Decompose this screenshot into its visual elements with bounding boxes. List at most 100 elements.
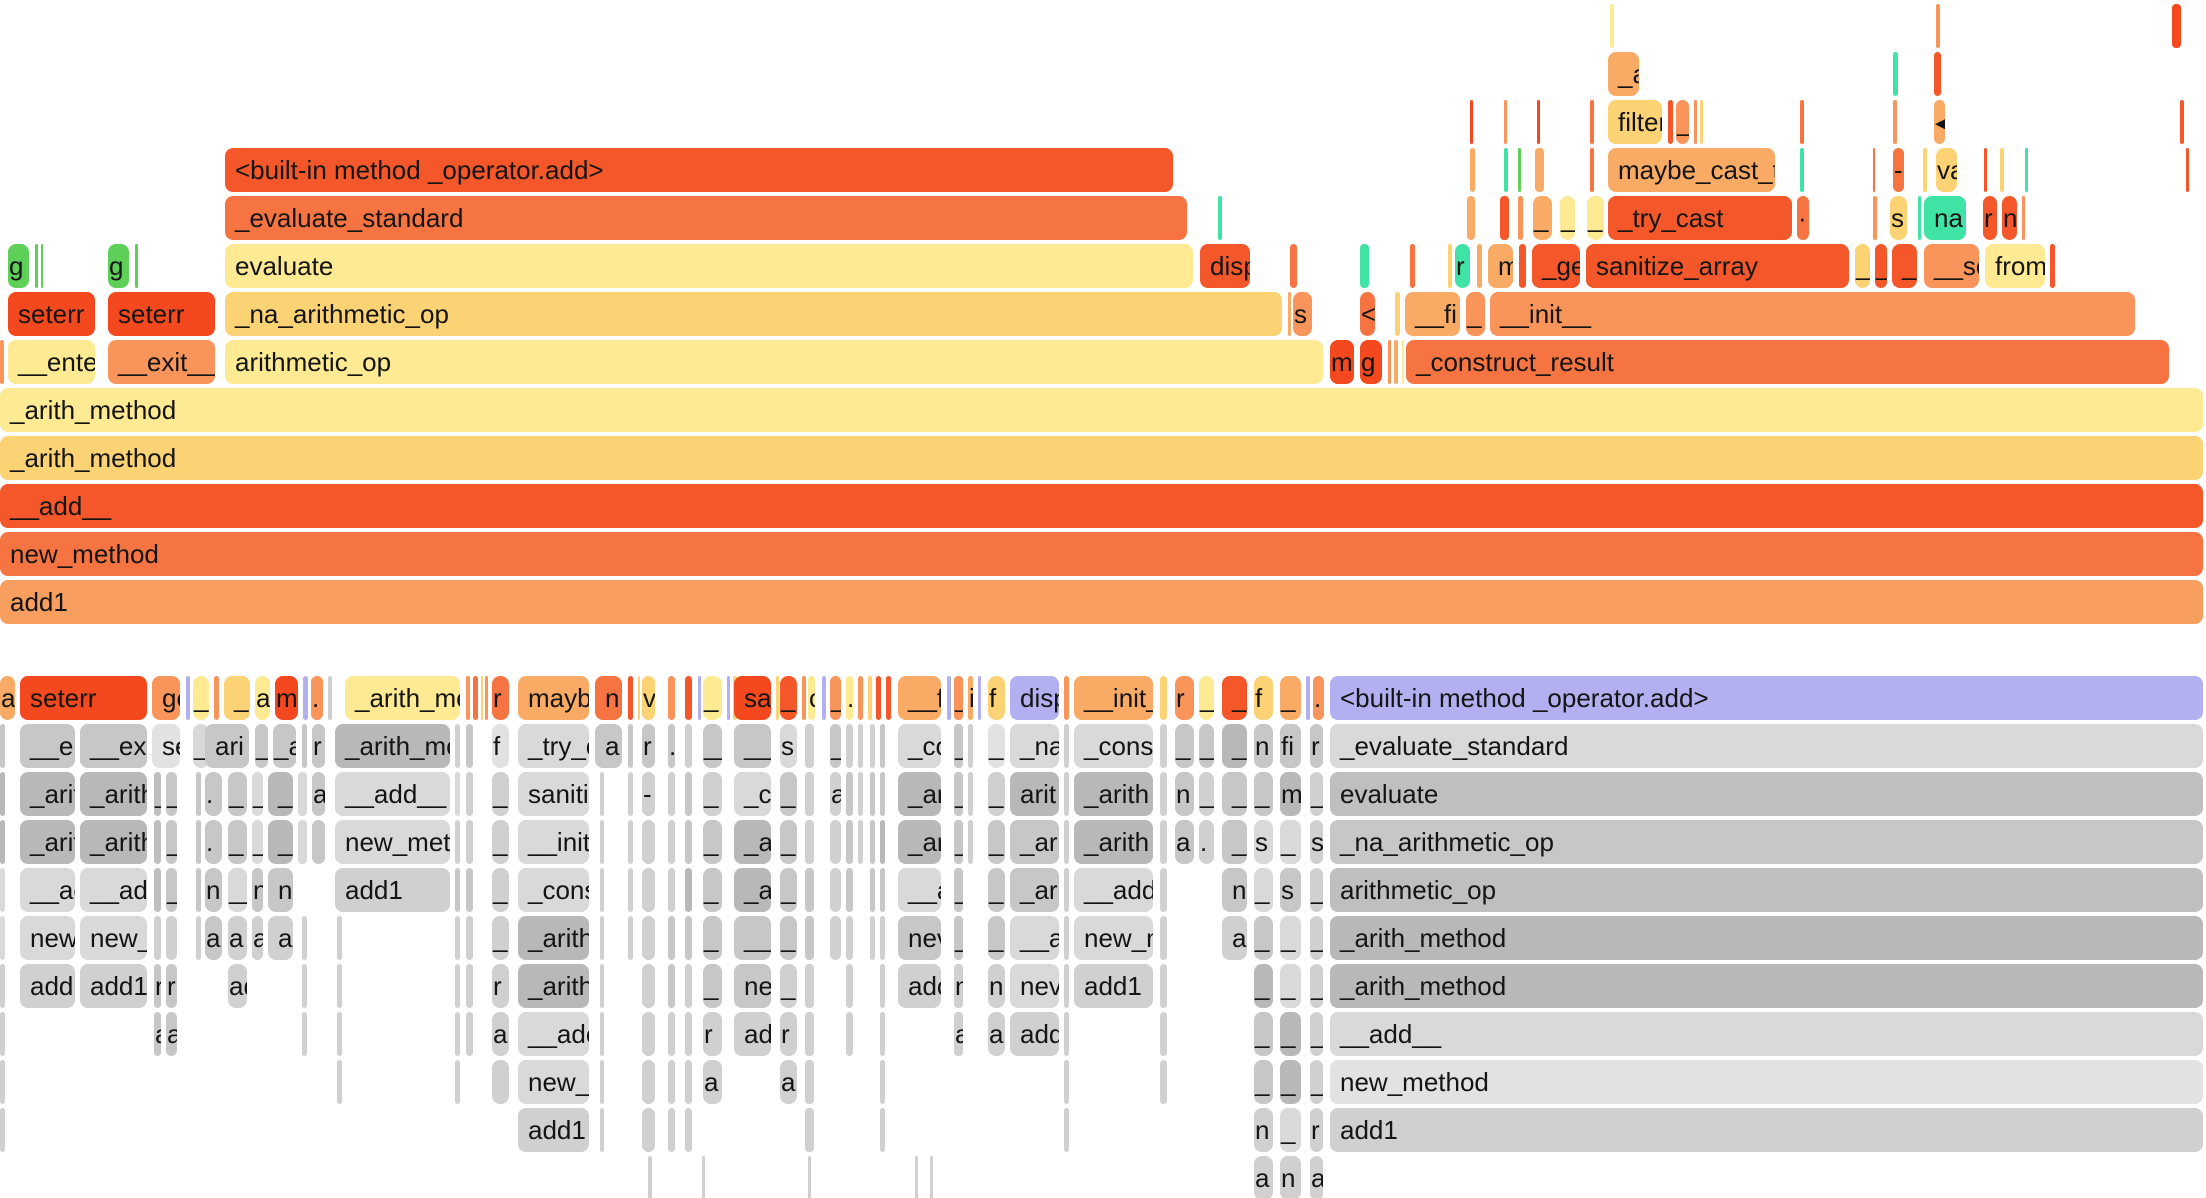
frame-block[interactable]: __init_ [1074, 676, 1153, 720]
frame-block[interactable] [642, 1012, 655, 1056]
frame-block[interactable]: __init__ [1490, 292, 2135, 336]
frame-block[interactable]: _a [273, 724, 296, 768]
frame-block[interactable] [1064, 1108, 1069, 1152]
frame-block[interactable]: _evaluate_standard [1330, 724, 2203, 768]
frame-block[interactable]: . [205, 820, 222, 864]
frame-block[interactable] [805, 1060, 814, 1104]
frame-block[interactable]: se [152, 724, 180, 768]
frame-block[interactable]: _ar [898, 772, 941, 816]
frame-block[interactable] [600, 868, 604, 912]
frame-block[interactable]: a [1310, 1156, 1323, 1198]
frame-block[interactable]: _ar [898, 820, 941, 864]
frame-block[interactable]: _ [166, 868, 177, 912]
frame-block[interactable] [685, 1108, 692, 1152]
frame-block[interactable]: r [1175, 676, 1194, 720]
frame-block[interactable] [1160, 676, 1167, 720]
frame-block[interactable]: _a [1608, 52, 1639, 96]
frame-block[interactable] [600, 916, 604, 960]
frame-block[interactable] [642, 1060, 655, 1104]
frame-block[interactable] [930, 1156, 933, 1198]
frame-block[interactable]: _ [1875, 244, 1887, 288]
frame-block[interactable] [1394, 340, 1398, 384]
frame-block[interactable] [302, 1012, 307, 1056]
frame-block[interactable]: n [1254, 724, 1273, 768]
frame-block[interactable]: _ [154, 772, 161, 816]
frame-block[interactable] [1064, 772, 1069, 816]
frame-block[interactable] [0, 964, 5, 1008]
frame-block[interactable]: __init. [518, 820, 589, 864]
frame-block[interactable]: _ [780, 964, 797, 1008]
frame-block[interactable]: r [1310, 724, 1323, 768]
frame-block[interactable]: new_m [1074, 916, 1153, 960]
frame-block[interactable]: _ [703, 820, 722, 864]
frame-block[interactable] [492, 1060, 509, 1104]
frame-block[interactable] [1290, 244, 1297, 288]
frame-block[interactable] [466, 868, 473, 912]
frame-block[interactable]: . [1199, 820, 1214, 864]
frame-block[interactable]: _ [492, 868, 509, 912]
frame-block[interactable] [1893, 100, 1897, 144]
frame-block[interactable] [600, 772, 604, 816]
frame-block[interactable]: _ [1310, 868, 1323, 912]
frame-block[interactable]: r [312, 724, 325, 768]
frame-block[interactable] [1934, 52, 1941, 96]
frame-block[interactable] [1477, 244, 1482, 288]
frame-block[interactable]: __exit__ [108, 340, 215, 384]
frame-block[interactable] [1668, 100, 1673, 144]
frame-block[interactable] [868, 676, 872, 720]
frame-block[interactable]: a [252, 916, 263, 960]
frame-block[interactable]: . [668, 724, 675, 768]
frame-block[interactable] [846, 772, 853, 816]
frame-block[interactable]: _a [734, 820, 771, 864]
frame-block[interactable] [805, 772, 814, 816]
frame-block[interactable]: s [1280, 868, 1301, 912]
frame-block[interactable]: ge [152, 676, 180, 720]
frame-block[interactable]: _construct_result [1406, 340, 2169, 384]
frame-block[interactable] [776, 676, 779, 720]
frame-block[interactable] [846, 964, 853, 1008]
frame-block[interactable] [628, 916, 633, 960]
frame-block[interactable] [35, 244, 38, 288]
frame-block[interactable] [0, 340, 4, 384]
frame-block[interactable]: a [228, 916, 247, 960]
frame-block[interactable] [1218, 196, 1222, 240]
frame-block[interactable] [668, 868, 675, 912]
frame-block[interactable]: r [166, 964, 177, 1008]
frame-block[interactable] [1590, 148, 1594, 192]
frame-block[interactable] [1893, 52, 1898, 96]
frame-block[interactable] [196, 772, 201, 816]
frame-block[interactable] [135, 244, 138, 288]
frame-block[interactable] [473, 676, 478, 720]
frame-block[interactable]: _arit [20, 772, 75, 816]
frame-block[interactable]: _ [1560, 196, 1575, 240]
frame-block[interactable] [303, 676, 308, 720]
frame-block[interactable]: _na [1010, 724, 1059, 768]
frame-block[interactable]: . [1313, 676, 1324, 720]
frame-block[interactable] [166, 916, 177, 960]
frame-block[interactable]: arithmetic_op [225, 340, 1323, 384]
frame-block[interactable]: _a [268, 772, 293, 816]
frame-block[interactable]: n [988, 964, 1005, 1008]
frame-block[interactable]: s [1310, 820, 1323, 864]
frame-block[interactable]: __exit_ [80, 724, 147, 768]
frame-block[interactable] [337, 1012, 342, 1056]
frame-block[interactable] [628, 772, 633, 816]
frame-block[interactable]: nev [898, 916, 941, 960]
frame-block[interactable] [805, 724, 814, 768]
frame-block[interactable]: _arith [518, 964, 589, 1008]
frame-block[interactable]: _co [898, 724, 941, 768]
frame-block[interactable] [1160, 964, 1167, 1008]
frame-block[interactable]: a [1254, 1156, 1273, 1198]
frame-block[interactable]: s [1293, 292, 1312, 336]
frame-block[interactable] [830, 820, 841, 864]
frame-block[interactable]: evaluate [225, 244, 1193, 288]
frame-block[interactable] [978, 676, 981, 720]
frame-block[interactable]: a [830, 772, 841, 816]
frame-block[interactable] [214, 676, 219, 720]
frame-block[interactable] [466, 916, 473, 960]
frame-block[interactable] [858, 724, 863, 768]
frame-block[interactable] [880, 916, 885, 960]
frame-block[interactable]: a [703, 1060, 722, 1104]
frame-block[interactable]: __add. [1074, 868, 1153, 912]
frame-block[interactable]: m [1330, 340, 1354, 384]
